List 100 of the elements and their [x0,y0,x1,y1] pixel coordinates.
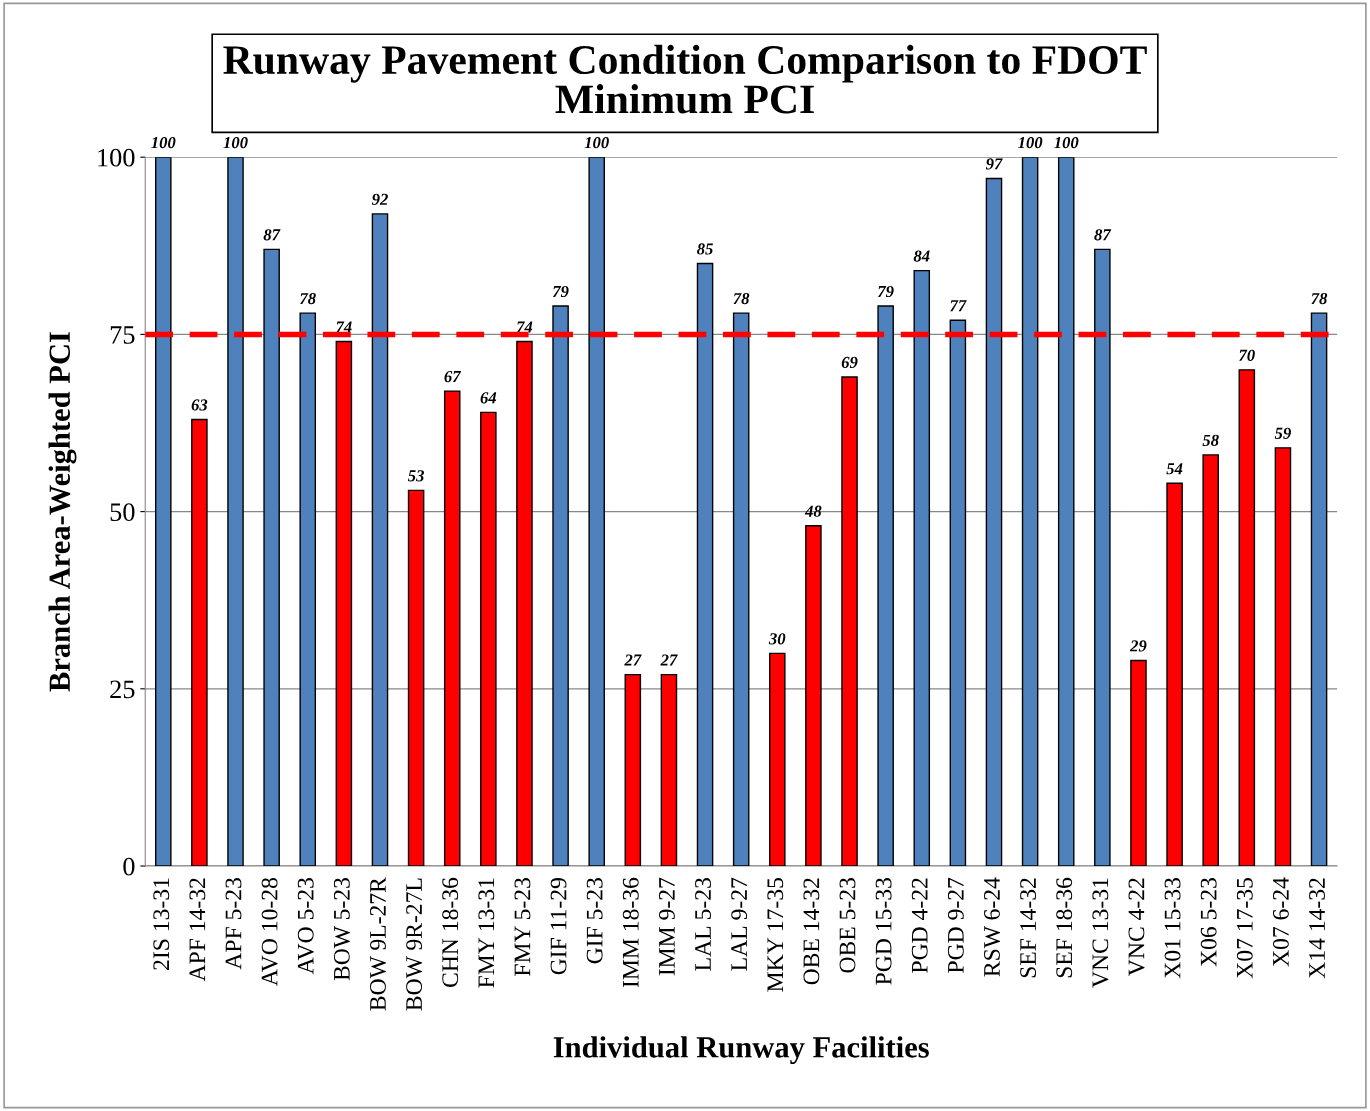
x-tick-label: GIF 5-23 [586,878,603,964]
x-tick-label: APF 14-32 [189,878,206,982]
bar [516,340,533,867]
data-label: 100 [584,137,609,149]
x-tick-label: LAL 9-27 [731,877,748,971]
bar [841,376,858,867]
data-label: 85 [697,243,713,255]
x-tick-label: FMY 5-23 [514,878,531,976]
x-tick-label: X14 14-32 [1309,878,1325,979]
x-tick-label: LAL 5-23 [695,878,711,971]
bar [913,269,931,867]
x-tick-label: VNC 4-22 [1128,878,1145,976]
x-tick-label: OBE 14-32 [803,878,820,985]
x-tick-label: X07 17-35 [1236,878,1253,979]
x-tick-label: BOW 5-23 [333,878,350,981]
data-label: 77 [950,300,967,312]
bar [660,673,678,867]
bar [732,312,750,867]
data-label: 74 [336,321,352,333]
bar [949,319,967,867]
bar [1021,157,1039,867]
bar [371,213,389,867]
x-tick-label: IMM 18-36 [622,877,639,988]
data-label: 54 [1166,463,1183,475]
data-label: 58 [1202,434,1219,446]
data-label: 100 [1054,137,1079,149]
data-label: 78 [1311,292,1328,305]
x-tick-label: OBE 5-23 [839,878,856,973]
data-label: 100 [1018,137,1043,149]
data-label: 48 [804,505,822,517]
bar [552,305,569,867]
bar [299,312,317,867]
x-tick-label: X07 6-24 [1272,877,1289,967]
bar [443,390,461,867]
data-label: 27 [624,654,642,666]
data-label: 78 [733,292,750,305]
data-label: 64 [480,392,497,404]
data-label: 79 [552,285,569,298]
data-label: 67 [444,370,462,383]
data-label: 100 [151,137,176,149]
bar [154,157,172,867]
x-axis-title: Individual Runway Facilities [553,1036,929,1064]
bar [1166,482,1183,867]
bar [335,340,353,867]
x-tick-label: SEF 14-32 [1020,878,1037,978]
x-tick-label: PGD 4-22 [911,878,928,973]
x-tick-label: APF 5-23 [225,878,242,970]
bar [588,157,605,867]
data-label: 70 [1239,349,1255,361]
bar [1202,454,1219,867]
bar [263,248,280,867]
bar [1310,312,1328,867]
x-tick-label: SEF 18-36 [1056,877,1073,978]
y-tick-label: 25 [110,680,135,699]
y-axis-title: Branch Area-Weighted PCI [48,332,77,692]
bar [1130,659,1147,867]
bar [769,652,786,867]
y-tick-label: 75 [110,326,135,344]
x-tick-label: 2IS 13-31 [153,878,170,970]
data-label: 97 [985,158,1003,170]
x-tick-label: IMM 9-27 [658,877,675,976]
bar [805,525,822,867]
bar [1238,369,1256,867]
data-label: 74 [516,321,533,333]
x-tick-label: X06 5-23 [1200,878,1217,967]
x-tick-label: AVO 5-23 [297,878,314,975]
data-label: 53 [407,470,424,482]
x-tick-label: MKY 17-35 [767,878,784,992]
data-label: 84 [913,250,930,262]
x-tick-label: GIF 11-29 [550,878,567,975]
x-tick-label: AVO 10-28 [261,878,278,987]
data-label: 78 [300,292,316,305]
data-label: 79 [878,285,894,298]
bar [1094,248,1111,867]
data-label: 63 [191,399,208,411]
bar [407,489,425,867]
data-label: 59 [1274,427,1291,439]
data-label: 69 [841,356,858,368]
bar [191,418,208,867]
bar [624,673,642,867]
data-label: 87 [1094,229,1112,241]
data-label: 30 [768,633,786,645]
bar [227,157,244,867]
data-label: 100 [223,137,248,149]
bar [696,262,714,867]
bar [1274,447,1292,867]
x-tick-label: RSW 6-24 [984,877,1001,977]
bar [1057,157,1075,867]
y-tick-label: 50 [110,503,135,522]
bar [877,305,894,867]
x-tick-label: FMY 13-31 [478,878,495,988]
x-tick-label: BOW 9R-27L [406,878,423,1011]
bar [480,411,497,867]
data-label: 29 [1129,640,1147,652]
x-tick-label: PGD 15-33 [875,878,892,985]
chart-title: Runway Pavement Condition Comparison to FDOT Minimum PCI [223,44,1147,114]
x-tick-label: CHN 18-36 [442,877,459,987]
x-tick-label: X01 15-33 [1164,878,1181,979]
bar [985,177,1003,867]
x-tick-label: VNC 13-31 [1092,878,1109,988]
